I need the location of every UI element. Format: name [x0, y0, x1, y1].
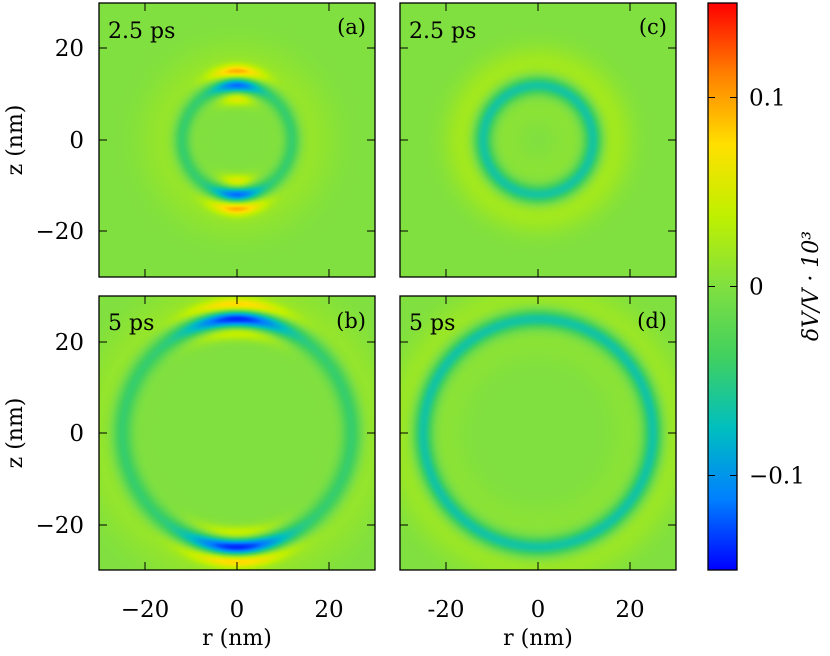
- panel-d: -20 0 20 5 ps (d) r (nm): [399, 295, 677, 651]
- xtick-label-d-0: 0: [531, 597, 546, 623]
- ytick-label-a-neg20: −20: [35, 219, 84, 245]
- xtick-label-b-20: 20: [314, 597, 343, 623]
- colorbar-tick-label-1: 0: [749, 275, 764, 301]
- ytick-label-a-20: 20: [55, 36, 84, 62]
- colorbar-ticks: 0.1 0 −0.1: [708, 86, 805, 490]
- colorbar-tick-label-2: −0.1: [749, 464, 805, 490]
- panel-label-a: (a): [337, 15, 366, 39]
- heatmap-d: [400, 296, 676, 570]
- heatmap-b: [99, 296, 375, 570]
- xlabel-b: r (nm): [202, 626, 272, 651]
- panel-c: 2.5 ps (c): [399, 2, 677, 278]
- xtick-label-b-neg20: −20: [121, 597, 170, 623]
- time-label-a: 2.5 ps: [108, 19, 175, 44]
- panel-a: 20 0 −20 2.5 ps (a) z (nm): [3, 2, 376, 278]
- time-label-c: 2.5 ps: [409, 19, 476, 44]
- ytick-label-b-neg20: −20: [35, 513, 84, 539]
- ylabel-b: z (nm): [3, 398, 28, 469]
- xlabel-d: r (nm): [503, 626, 573, 651]
- ytick-label-b-0: 0: [69, 421, 84, 447]
- heatmap-a: [99, 3, 375, 277]
- time-label-d: 5 ps: [409, 311, 455, 336]
- panel-label-d: (d): [637, 309, 667, 333]
- panel-label-b: (b): [336, 309, 366, 333]
- time-label-b: 5 ps: [108, 311, 154, 336]
- ylabel-a: z (nm): [3, 105, 28, 176]
- colorbar: 0.1 0 −0.1 δV/V · 10³: [707, 2, 824, 571]
- panel-b: 20 0 −20 −20 0 20 5 ps (b) z (nm) r (nm): [3, 295, 376, 651]
- xtick-label-b-0: 0: [230, 597, 245, 623]
- xtick-label-d-20: 20: [615, 597, 644, 623]
- colorbar-tick-label-0: 0.1: [749, 86, 786, 112]
- colorbar-label: δV/V · 10³: [799, 231, 824, 341]
- panel-label-c: (c): [639, 15, 667, 39]
- xtick-label-d-neg20: -20: [427, 597, 464, 623]
- heatmap-c: [400, 3, 676, 277]
- ytick-label-a-0: 0: [69, 128, 84, 154]
- ytick-label-b-20: 20: [55, 330, 84, 356]
